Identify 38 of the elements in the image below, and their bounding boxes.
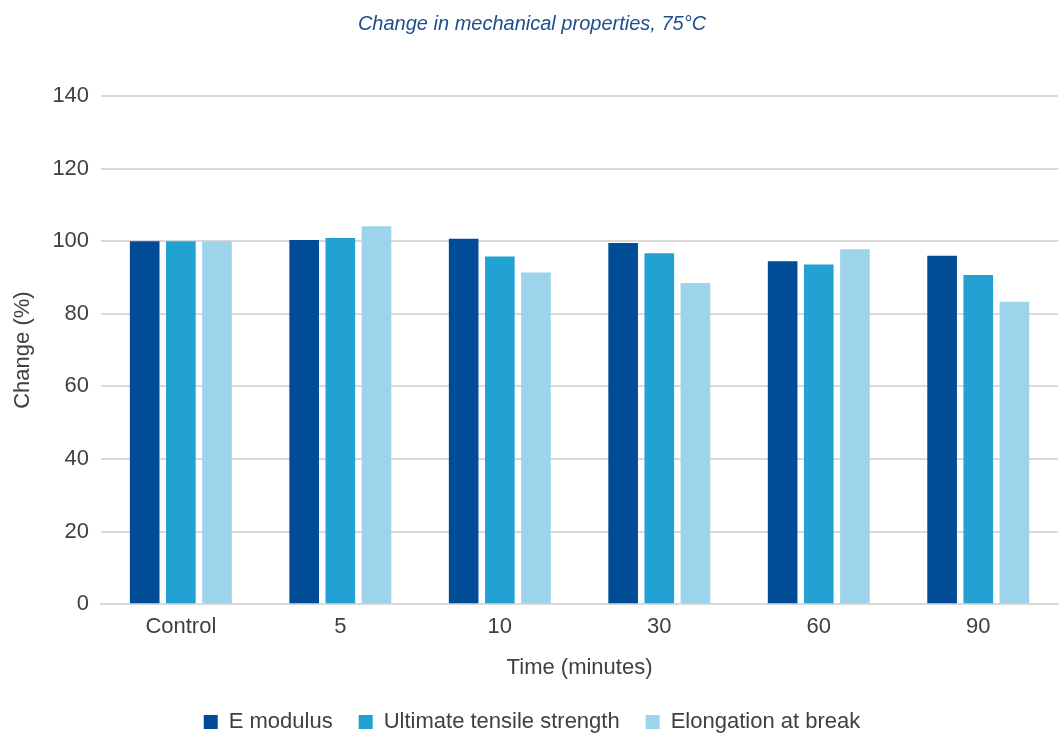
x-tick-label: 90 (966, 613, 991, 639)
y-tick-label: 120 (52, 154, 90, 180)
x-tick-label: 30 (647, 613, 672, 639)
bar (927, 255, 957, 604)
bar (289, 240, 319, 604)
legend-label: E modulus (228, 708, 333, 734)
bar (129, 241, 160, 604)
y-tick-label: 20 (64, 517, 90, 543)
bar (803, 264, 834, 604)
bar (608, 243, 638, 604)
chart-title: Change in mechanical properties, 75°C (357, 11, 707, 34)
bar (840, 249, 870, 604)
y-tick-label: 100 (52, 227, 90, 253)
x-tick-label: Control (145, 613, 217, 639)
y-tick-label: 60 (64, 372, 90, 398)
bar (999, 301, 1030, 604)
bar (484, 256, 515, 604)
bar (680, 282, 711, 604)
y-tick-label: 140 (52, 82, 90, 108)
bar (202, 241, 232, 604)
bar (361, 226, 392, 604)
x-tick-label: 60 (806, 613, 832, 639)
x-tick-label: 5 (334, 613, 347, 639)
legend-label: Ultimate tensile strength (383, 708, 620, 734)
legend-label: Elongation at break (670, 708, 862, 734)
x-tick-label: 10 (487, 613, 513, 639)
bar (767, 261, 798, 604)
bar (521, 272, 551, 604)
bar (448, 238, 479, 604)
y-tick-label: 80 (64, 299, 90, 325)
y-axis-title: Change (%) (9, 291, 35, 409)
y-tick-label: 0 (76, 590, 90, 616)
bar (644, 253, 675, 604)
y-tick-label: 40 (64, 445, 90, 471)
bar (325, 237, 356, 604)
x-axis-title: Time (minutes) (506, 653, 653, 679)
bar (963, 274, 994, 604)
bar (166, 241, 196, 604)
